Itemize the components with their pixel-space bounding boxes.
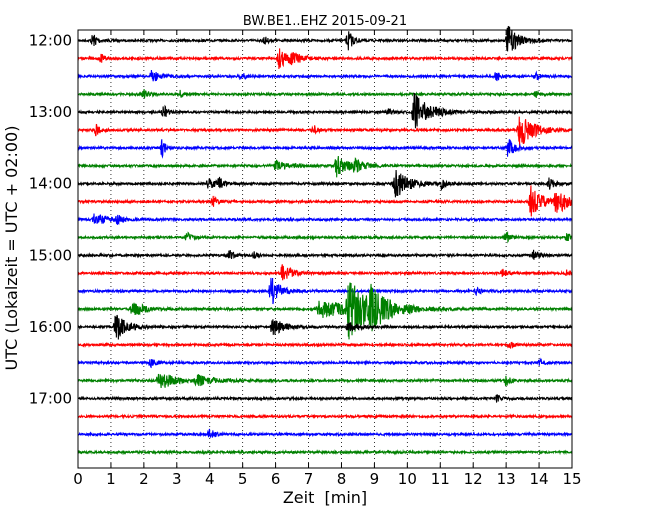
trace-16:15 [77, 341, 573, 349]
x-tick-label: 11 [431, 470, 450, 488]
x-tick-label: 0 [73, 470, 83, 488]
trace-15:15 [77, 264, 573, 281]
trace-15:45 [77, 282, 573, 340]
trace-12:00 [77, 25, 573, 52]
x-axis: 0 1 2 3 4 5 6 7 8 9 10 11 12 13 14 15 [73, 30, 582, 488]
y-tick-label: 17:00 [29, 390, 72, 408]
trace-13:45 [77, 155, 573, 178]
trace-12:30 [77, 69, 573, 82]
y-axis-label: UTC (Lokalzeit = UTC + 02:00) [2, 126, 21, 371]
x-tick-label: 1 [106, 470, 116, 488]
x-tick-label: 12 [464, 470, 483, 488]
y-tick-label: 14:00 [29, 175, 72, 193]
trace-14:30 [77, 213, 573, 225]
trace-16:30 [77, 357, 573, 369]
x-tick-label: 9 [370, 470, 380, 488]
trace-17:15 [77, 413, 573, 420]
x-tick-label: 15 [562, 470, 581, 488]
traces [77, 25, 573, 456]
trace-14:15 [77, 185, 573, 217]
y-tick-label: 16:00 [29, 318, 72, 336]
trace-17:30 [77, 428, 573, 438]
y-tick-label: 13:00 [29, 103, 72, 121]
y-tick-label: 15:00 [29, 246, 72, 264]
trace-17:45 [77, 448, 573, 456]
trace-14:45 [77, 230, 573, 244]
x-tick-label: 6 [271, 470, 281, 488]
x-tick-label: 5 [238, 470, 248, 488]
trace-12:15 [77, 48, 573, 69]
chart-title: BW.BE1..EHZ 2015-09-21 [243, 14, 407, 29]
x-tick-label: 13 [497, 470, 516, 488]
x-tick-label: 3 [172, 470, 182, 488]
plot-frame [77, 29, 573, 469]
trace-13:15 [77, 116, 573, 147]
trace-15:30 [77, 277, 573, 305]
trace-15:00 [77, 249, 573, 260]
trace-16:00 [77, 314, 573, 340]
trace-12:45 [77, 89, 573, 99]
x-tick-label: 14 [530, 470, 549, 488]
x-tick-label: 8 [337, 470, 347, 488]
trace-17:00 [77, 394, 573, 403]
y-tick-label: 12:00 [29, 32, 72, 50]
x-tick-label: 4 [205, 470, 215, 488]
x-tick-label: 7 [304, 470, 314, 488]
trace-14:00 [77, 169, 573, 198]
x-tick-label: 2 [139, 470, 149, 488]
x-tick-label: 10 [398, 470, 417, 488]
trace-13:00 [77, 92, 573, 129]
trace-13:30 [77, 138, 573, 159]
trace-16:45 [77, 373, 573, 388]
x-axis-label: Zeit [min] [283, 488, 367, 507]
y-axis: 12:00 13:00 14:00 15:00 16:00 17:00 [29, 32, 572, 408]
